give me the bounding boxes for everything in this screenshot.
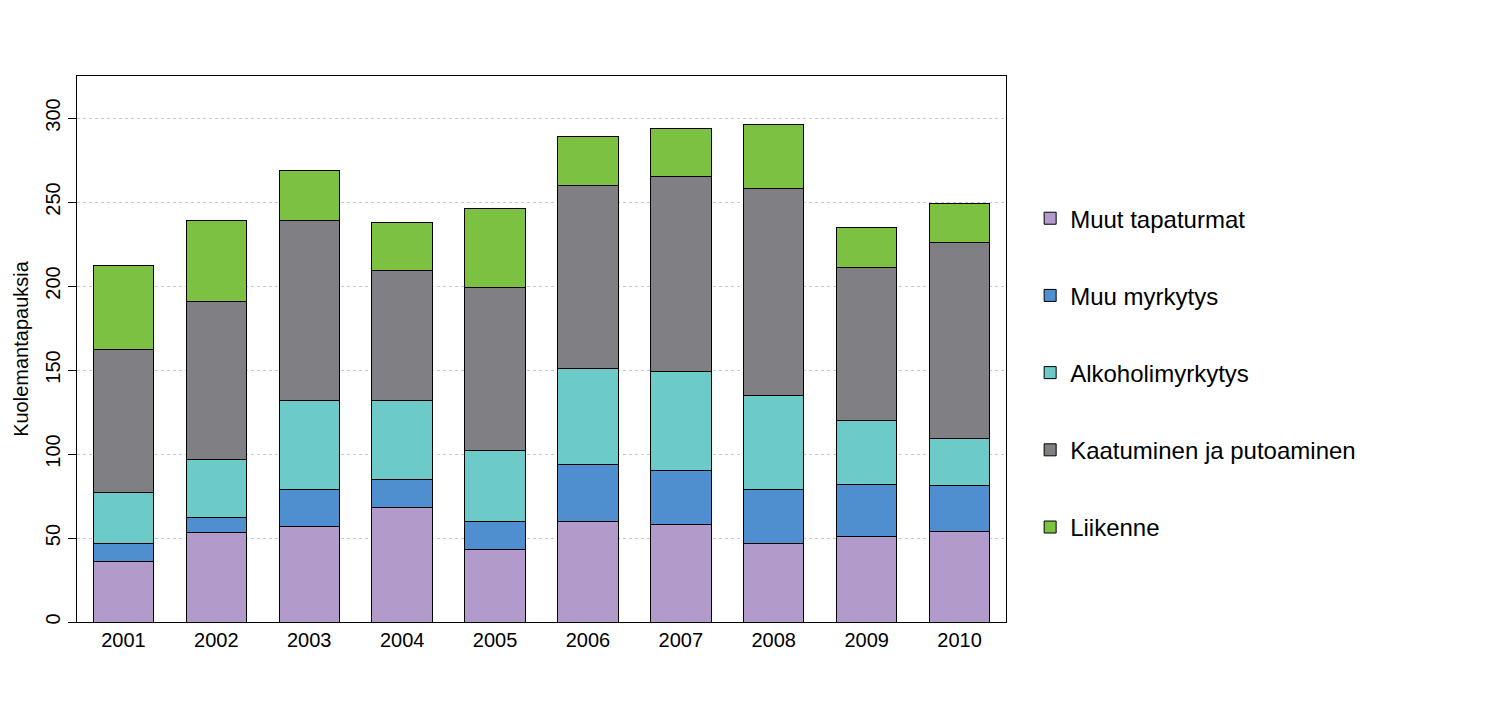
svg-text:100: 100 <box>42 434 64 467</box>
svg-text:200: 200 <box>42 266 64 299</box>
svg-text:Kuolemantapauksia: Kuolemantapauksia <box>10 260 32 437</box>
svg-text:2005: 2005 <box>473 629 518 651</box>
svg-text:2003: 2003 <box>287 629 332 651</box>
svg-text:2006: 2006 <box>566 629 611 651</box>
svg-text:2009: 2009 <box>844 629 889 651</box>
svg-text:2004: 2004 <box>380 629 425 651</box>
svg-text:Muut tapaturmat: Muut tapaturmat <box>1070 206 1245 233</box>
svg-text:2002: 2002 <box>194 629 239 651</box>
svg-text:Liikenne: Liikenne <box>1070 514 1159 541</box>
svg-text:2007: 2007 <box>659 629 704 651</box>
svg-text:Muu myrkytys: Muu myrkytys <box>1070 283 1218 310</box>
svg-text:2001: 2001 <box>101 629 146 651</box>
svg-text:0: 0 <box>42 613 64 624</box>
svg-text:300: 300 <box>42 98 64 131</box>
svg-text:2008: 2008 <box>752 629 797 651</box>
svg-text:Kaatuminen ja putoaminen: Kaatuminen ja putoaminen <box>1070 437 1356 464</box>
svg-text:50: 50 <box>42 524 64 546</box>
svg-text:150: 150 <box>42 350 64 383</box>
svg-text:2010: 2010 <box>937 629 982 651</box>
svg-text:250: 250 <box>42 182 64 215</box>
svg-text:Alkoholimyrkytys: Alkoholimyrkytys <box>1070 360 1249 387</box>
